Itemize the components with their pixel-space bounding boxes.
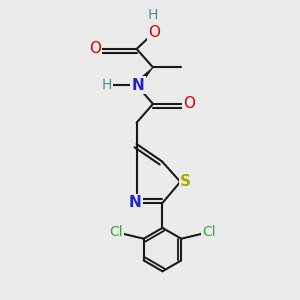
Text: H: H <box>101 78 112 92</box>
Text: Cl: Cl <box>109 225 123 239</box>
Polygon shape <box>134 68 153 87</box>
Text: H: H <box>148 8 158 22</box>
Text: N: N <box>129 195 142 210</box>
Text: O: O <box>184 96 196 111</box>
Text: S: S <box>180 174 191 189</box>
Text: Cl: Cl <box>202 225 216 239</box>
Text: N: N <box>132 78 145 93</box>
Text: O: O <box>148 25 160 40</box>
Text: O: O <box>89 41 101 56</box>
